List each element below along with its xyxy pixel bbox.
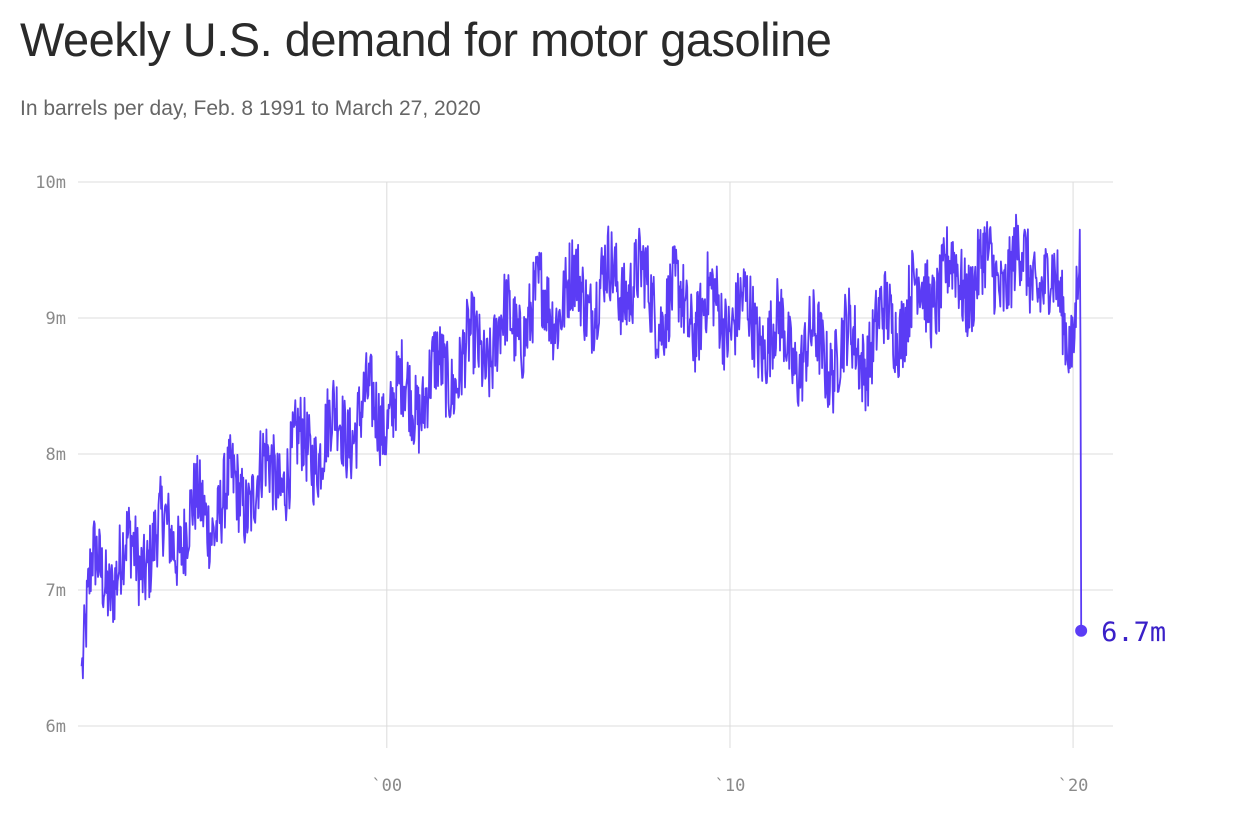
series-line	[80, 213, 1083, 680]
axis-ticks: 10m 9m 8m 7m 6m `00 `10 `20	[35, 173, 1088, 796]
x-tick-label: `20	[1058, 776, 1089, 796]
chart-subtitle: In barrels per day, Feb. 8 1991 to March…	[20, 97, 481, 120]
annotations: 6.7m	[1075, 617, 1166, 648]
endpoint-label: 6.7m	[1101, 617, 1166, 648]
y-tick-label: 6m	[46, 717, 66, 737]
y-tick-label: 7m	[46, 581, 66, 601]
y-tick-label: 10m	[35, 173, 66, 193]
series-layer	[80, 213, 1083, 680]
chart-title: Weekly U.S. demand for motor gasoline	[20, 13, 832, 66]
y-tick-label: 9m	[46, 309, 66, 329]
x-tick-label: `10	[715, 776, 746, 796]
endpoint-marker	[1075, 624, 1088, 637]
x-tick-label: `00	[371, 776, 402, 796]
y-tick-label: 8m	[46, 445, 66, 465]
